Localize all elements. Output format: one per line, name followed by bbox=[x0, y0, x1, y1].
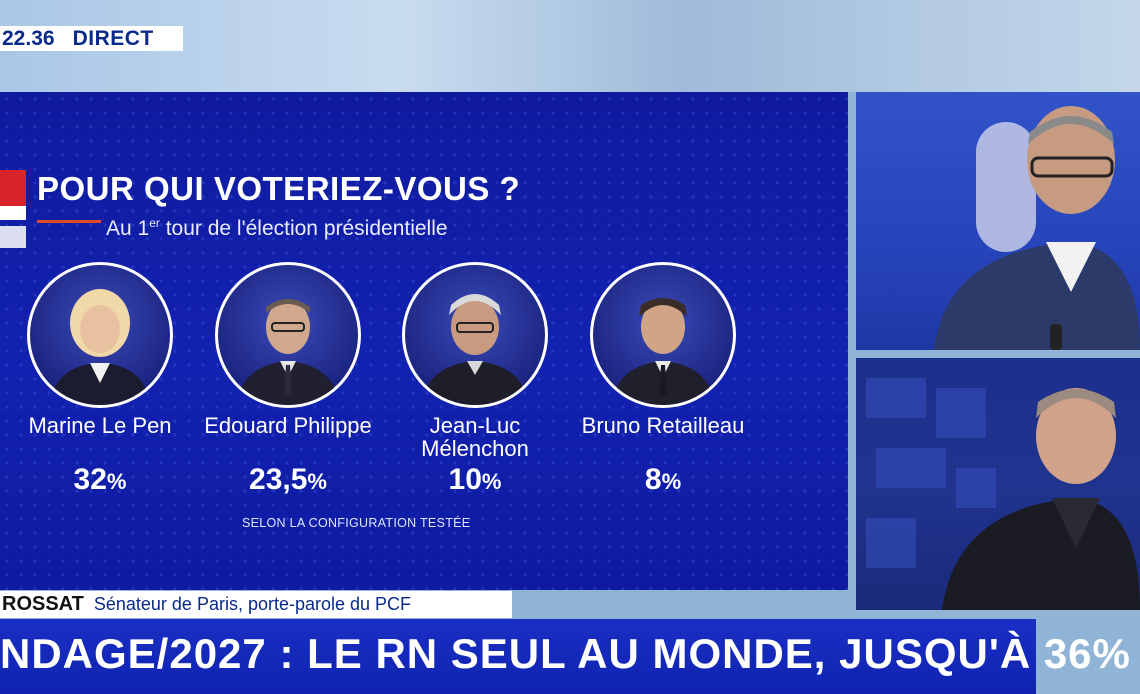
poll-title: POUR QUI VOTERIEZ-VOUS ? bbox=[37, 170, 521, 207]
clock-time: 22.36 bbox=[2, 26, 55, 50]
candidate-portrait bbox=[590, 262, 736, 408]
candidate-card: Bruno Retailleau 8% bbox=[568, 262, 758, 496]
candidate-portrait bbox=[402, 262, 548, 408]
speaker-nameplate: ROSSAT Sénateur de Paris, porte-parole d… bbox=[0, 591, 512, 618]
headline-bar bbox=[0, 619, 1036, 694]
speaker-role: Sénateur de Paris, porte-parole du PCF bbox=[93, 594, 412, 614]
poll-panel: POUR QUI VOTERIEZ-VOUS ? Au 1er tour de … bbox=[0, 92, 848, 590]
candidate-card: Edouard Philippe 23,5% bbox=[193, 262, 383, 496]
candidate-percent: 8% bbox=[644, 463, 682, 496]
channel-logo bbox=[0, 170, 26, 256]
studio-background-top bbox=[0, 0, 1140, 92]
candidate-card: Marine Le Pen 32% bbox=[5, 262, 195, 496]
studio-feed-bottom bbox=[856, 358, 1140, 610]
candidate-name: Jean-Luc Mélenchon bbox=[421, 413, 529, 461]
studio-feed-top bbox=[856, 92, 1140, 350]
candidate-percent: 32% bbox=[73, 463, 127, 496]
live-label: DIRECT bbox=[72, 26, 154, 50]
candidate-name: Marine Le Pen bbox=[28, 413, 172, 438]
clock-bar: 22.36 DIRECT bbox=[0, 26, 183, 51]
candidate-name: Bruno Retailleau bbox=[581, 413, 745, 438]
speaker-surname: ROSSAT bbox=[2, 593, 84, 615]
candidate-card: Jean-Luc Mélenchon 10% bbox=[380, 262, 570, 496]
candidate-portrait bbox=[27, 262, 173, 408]
candidate-percent: 23,5% bbox=[249, 463, 327, 496]
title-underline bbox=[37, 220, 101, 223]
poll-subtitle: Au 1er tour de l'élection présidentielle bbox=[106, 216, 448, 240]
candidate-name: Edouard Philippe bbox=[204, 413, 372, 438]
candidate-portrait bbox=[215, 262, 361, 408]
poll-footnote: SELON LA CONFIGURATION TESTÉE bbox=[242, 516, 471, 530]
headline-text: NDAGE/2027 : LE RN SEUL AU MONDE, JUSQU'… bbox=[0, 630, 1140, 677]
candidate-percent: 10% bbox=[448, 463, 502, 496]
